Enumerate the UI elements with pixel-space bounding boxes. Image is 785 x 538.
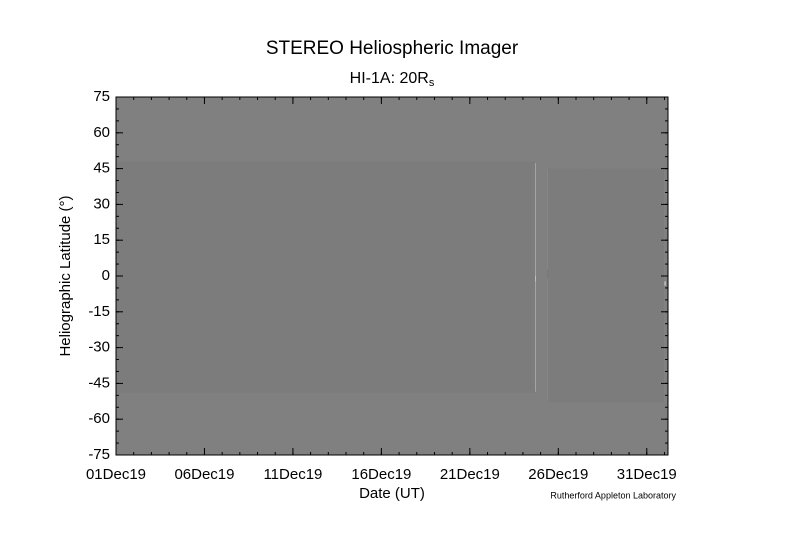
y-tick-label: -30: [88, 339, 110, 356]
x-tick-label: 01Dec19: [86, 466, 146, 483]
y-tick-label: 75: [93, 88, 110, 105]
y-tick-label: -45: [88, 374, 110, 391]
data-block: [547, 168, 665, 403]
x-tick-label: 11Dec19: [263, 466, 322, 483]
chart-title: STEREO Heliospheric Imager: [266, 38, 519, 59]
subtitle-text: HI-1A: 20R: [350, 70, 429, 87]
y-tick-label: -75: [88, 446, 110, 463]
subtitle-subscript: s: [429, 77, 435, 89]
data-block: [116, 161, 536, 393]
y-tick-label: -60: [88, 410, 110, 427]
y-tick-label: 15: [93, 231, 110, 248]
y-tick-label: 60: [93, 124, 110, 141]
y-axis-label: Heliographic Latitude (°): [57, 195, 74, 356]
y-tick-label: 30: [93, 195, 110, 212]
x-tick-label: 31Dec19: [617, 466, 677, 483]
y-tick-label: 0: [102, 267, 110, 284]
chart-subtitle: HI-1A: 20Rs: [350, 70, 435, 89]
y-tick-label: 45: [93, 160, 110, 177]
x-tick-label: 16Dec19: [351, 466, 411, 483]
x-tick-label: 21Dec19: [440, 466, 500, 483]
x-tick-label: 26Dec19: [528, 466, 588, 483]
x-tick-label: 06Dec19: [174, 466, 234, 483]
annotation: Rutherford Appleton Laboratory: [550, 490, 676, 500]
y-tick-label: -15: [88, 303, 110, 320]
texture-blob: [663, 281, 666, 286]
x-axis-label: Date (UT): [359, 485, 425, 502]
